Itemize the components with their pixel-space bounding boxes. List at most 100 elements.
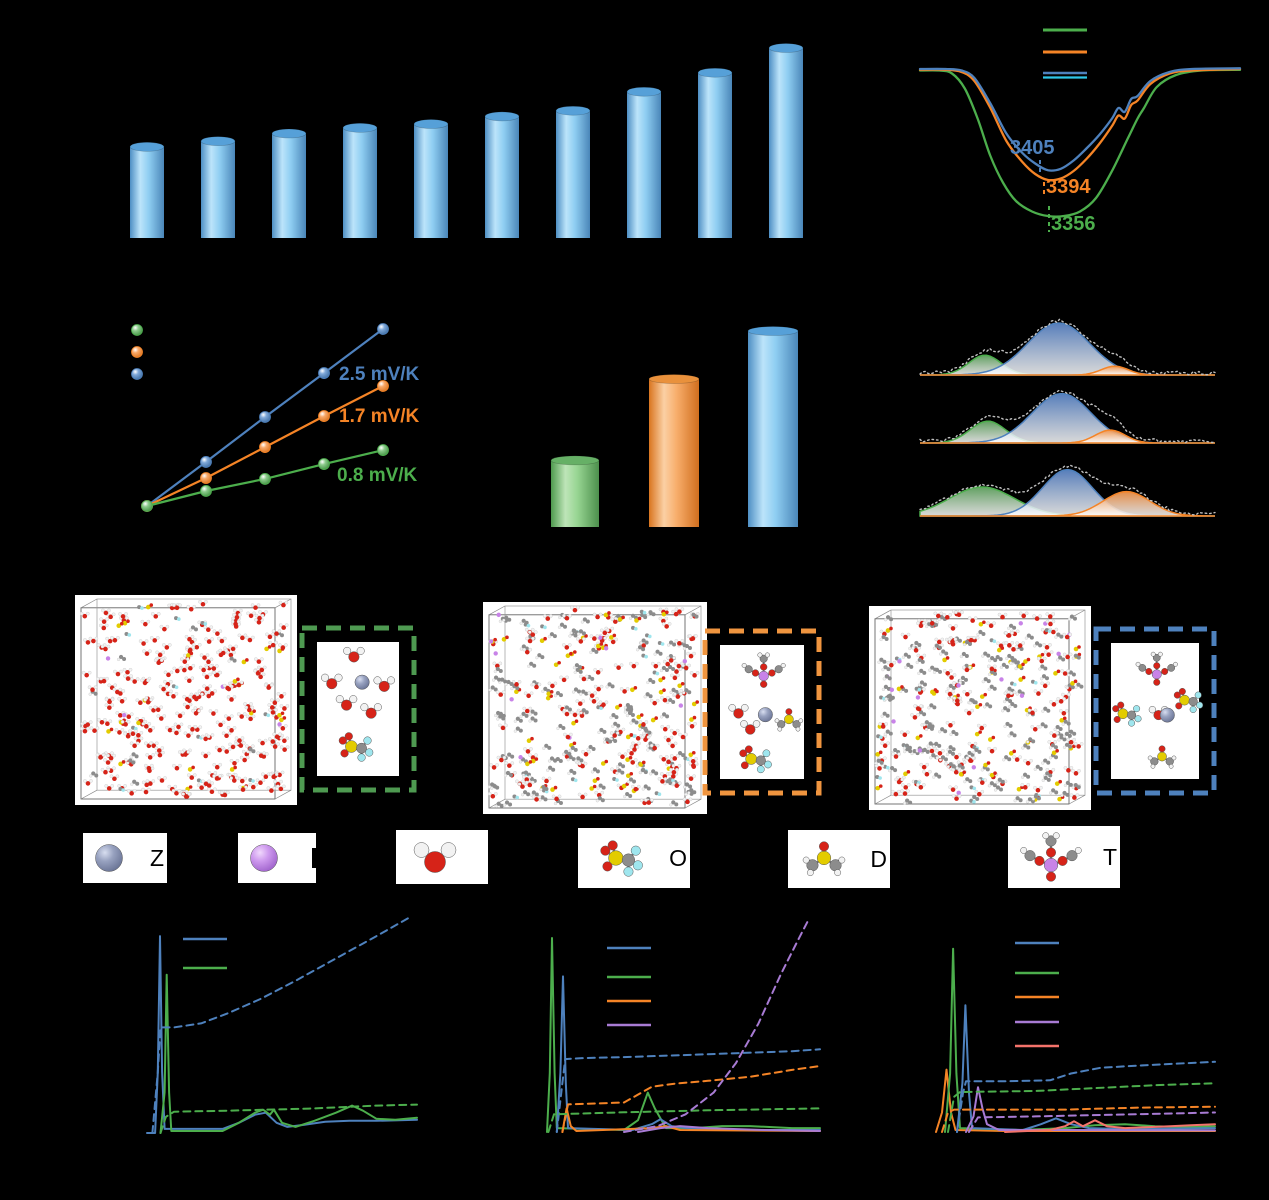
molecule-legend-label: D — [870, 845, 887, 872]
slope-label-blue: 2.5 mV/K — [339, 364, 420, 385]
panel-c-data-point — [377, 444, 389, 456]
panel-c-data-point — [259, 411, 271, 423]
panel-h-solid-curve — [1004, 1119, 1216, 1133]
panel-a-bar — [555, 105, 591, 238]
panel-c-data-point — [259, 473, 271, 485]
panel-e-subplot — [919, 464, 1216, 517]
panel-e-deconvoluted-spectra — [919, 318, 1216, 517]
clipped-letter-fragment — [312, 848, 318, 868]
panel-a-bar — [697, 67, 733, 238]
li-tile-glyph — [250, 844, 278, 872]
panel-d-bar-blue — [747, 326, 799, 527]
water-molecule-icon — [413, 842, 457, 873]
panel-a-bar-chart — [129, 43, 804, 238]
water-glyph — [343, 646, 365, 663]
panel-g-solid-curve — [546, 937, 821, 1133]
molecule-legend-tile-tep: T — [1008, 826, 1120, 888]
water-tile-glyph — [413, 842, 457, 873]
panel-g-dashed-curve — [623, 918, 810, 1133]
slope-label-orange: 1.7 mV/K — [339, 406, 420, 427]
panel-e-experimental-trace — [919, 389, 1216, 444]
panel-e-fitted-peak — [920, 365, 1215, 376]
panel-h-dashed-curve — [947, 1082, 1216, 1133]
water-glyph — [335, 695, 358, 711]
panel-c-legend-dot — [131, 346, 143, 358]
panel-a-bar — [129, 142, 165, 238]
panel-e-fitted-peak — [920, 429, 1215, 444]
panel-h-dashed-curve — [968, 1111, 1216, 1133]
panel-b-curve-green-spectrum — [918, 68, 1242, 218]
md-box-hybrid-2 — [869, 606, 1091, 810]
otf-glyph — [1173, 687, 1204, 713]
purple-ion-icon — [250, 844, 278, 872]
water-glyph — [740, 720, 761, 735]
zn-glyph — [354, 674, 370, 690]
panel-g-rdf-plot — [546, 918, 821, 1133]
panel-e-experimental-trace — [919, 318, 1216, 376]
panel-g-solid-curve — [561, 1107, 821, 1133]
panel-d-bar-green — [550, 455, 600, 527]
molecule-legend-tile-dmso: D — [788, 830, 890, 888]
peak-annotation-orange: 3394 — [1046, 176, 1091, 198]
tep-glyph — [741, 652, 786, 688]
molecule-legend-tile-zinc: Z — [83, 833, 167, 883]
tep-glyph — [1135, 651, 1178, 686]
panel-f-dashed-curve — [151, 916, 410, 1134]
water-glyph — [321, 673, 343, 690]
panel-c-legend — [131, 324, 143, 380]
molecule-legend-tile-purple-ion — [238, 833, 318, 883]
molecule-legend-tile-triflate: O — [578, 828, 690, 888]
panel-a-bar — [768, 43, 804, 238]
zn-glyph — [757, 707, 773, 723]
water-glyph — [728, 704, 749, 719]
panel-a-bar — [626, 86, 662, 238]
otf-tile-glyph — [600, 840, 643, 877]
panel-b-ftir-spectra — [918, 28, 1242, 232]
tep-tile-glyph — [1020, 832, 1082, 882]
dmso-molecule-icon — [802, 841, 846, 877]
molecule-legend-label: O — [669, 844, 687, 871]
solvation-inset-hybrid-2 — [1093, 626, 1217, 796]
otf-glyph — [1112, 701, 1142, 727]
panel-c-data-point — [377, 323, 389, 335]
molecule-legend-tile-water — [396, 830, 488, 884]
otf-glyph — [739, 745, 772, 774]
panel-a-bar — [271, 128, 307, 238]
panel-f-dashed-curve — [159, 1103, 418, 1134]
dmso-glyph — [1147, 745, 1177, 769]
panel-e-subplot — [919, 389, 1216, 444]
panel-e-experimental-trace — [919, 464, 1216, 516]
water-glyph — [360, 703, 382, 719]
panel-b-legend — [1043, 28, 1087, 79]
panel-c-data-point — [377, 380, 389, 392]
water-glyph — [373, 676, 395, 692]
triflate-anion-icon — [600, 840, 643, 877]
panel-c-legend-dot — [131, 324, 143, 336]
panel-f-rdf-plot — [146, 916, 418, 1134]
panel-d-bar-orange — [648, 374, 700, 527]
molecule-legend-label: Z — [149, 844, 164, 871]
panel-d-bar-chart — [550, 326, 799, 527]
zn-glyph — [1159, 707, 1175, 723]
zinc-ion-icon — [95, 844, 123, 872]
otf-glyph — [338, 732, 374, 762]
panel-c-data-point — [200, 456, 212, 468]
panel-c-data-point — [200, 485, 212, 497]
panel-g-dashed-curve — [555, 1048, 821, 1133]
panel-h-solid-curve — [944, 947, 1216, 1133]
md-box-aqueous — [75, 595, 297, 805]
panel-h-solid-curve — [956, 1004, 1216, 1133]
panel-a-bar — [484, 111, 520, 238]
zn-tile-glyph — [95, 844, 123, 872]
panel-h-legend — [1015, 941, 1059, 1048]
panel-a-bar — [413, 119, 449, 238]
panel-c-data-point — [200, 472, 212, 484]
panel-f-solid-curve — [146, 935, 418, 1134]
panel-a-bar — [200, 136, 236, 238]
dmso-glyph — [774, 708, 804, 732]
panel-g-legend — [607, 946, 651, 1027]
solvation-inset-aqueous — [299, 625, 417, 793]
panel-f-solid-curve — [159, 973, 418, 1134]
